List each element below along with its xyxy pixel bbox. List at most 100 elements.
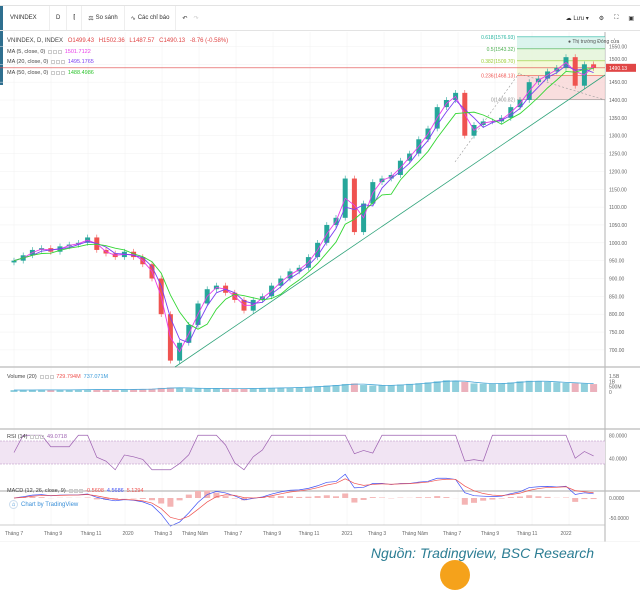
ma50-legend: MA (50, close, 0) 1488.4986: [7, 70, 97, 76]
macd-histogram-bar: [591, 498, 597, 499]
x-tick-label: 2022: [560, 531, 571, 537]
ma5-legend: MA (5, close, 0) 1501.7122: [7, 49, 94, 55]
tradingview-logo-icon: ⌂: [9, 500, 18, 509]
volume-bar: [397, 385, 404, 392]
fib-level-label: 0.382(1509.70): [481, 59, 515, 65]
volume-ma-line: [14, 381, 594, 390]
macd-signal-line: [14, 479, 594, 520]
x-tick-label: Tháng 11: [517, 531, 538, 537]
macd-histogram-bar: [167, 498, 173, 507]
fullscreen-icon[interactable]: ⛶: [614, 15, 618, 22]
macd-histogram-bar: [177, 498, 183, 500]
snapshot-icon[interactable]: ▣: [628, 15, 634, 22]
volume-bar: [176, 388, 183, 392]
macd-histogram-bar: [232, 498, 238, 499]
volume-bar: [379, 385, 386, 392]
macd-histogram-bar: [434, 496, 440, 498]
macd-tick-label: -50.0000: [609, 516, 629, 522]
macd-tick-label: 0.0000: [609, 496, 625, 502]
x-tick-label: Tháng 7: [5, 531, 24, 537]
moving-average-line: [14, 65, 594, 342]
macd-histogram-bar: [342, 493, 348, 498]
save-button[interactable]: ☁ Lưu ▾: [566, 15, 589, 22]
redo-icon[interactable]: ↷: [193, 15, 198, 22]
symbol-search[interactable]: VNINDEX: [0, 6, 50, 30]
macd-histogram-bar: [370, 497, 376, 498]
macd-histogram-bar: [508, 497, 514, 498]
y-tick-label: 1200.00: [609, 169, 627, 175]
macd-histogram-bar: [351, 498, 357, 503]
y-tick-label: 1050.00: [609, 223, 627, 229]
indicators-icon: ∿: [131, 15, 136, 22]
compare-button[interactable]: ⚖So sánh: [82, 6, 124, 30]
volume-bar: [195, 388, 202, 392]
x-tick-label: Tháng 9: [44, 531, 63, 537]
x-tick-label: Tháng 9: [263, 531, 282, 537]
volume-bar: [425, 382, 432, 392]
macd-histogram-bar: [186, 495, 192, 498]
y-tick-label: 1550.00: [609, 44, 627, 50]
y-tick-label: 850.00: [609, 294, 625, 300]
volume-bar: [213, 388, 220, 392]
volume-bar: [185, 388, 192, 392]
fib-level-label: 0(1400.82): [491, 98, 516, 104]
x-tick-label: Tháng 11: [299, 531, 320, 537]
interval-button[interactable]: D: [50, 6, 67, 30]
macd-histogram-bar: [443, 497, 449, 498]
main-legend: VNINDEX, D, INDEX O1499.43 H1502.36 L148…: [7, 38, 231, 44]
x-tick-label: Tháng 9: [481, 531, 500, 537]
undo-icon: ↶: [182, 15, 187, 22]
undo-button[interactable]: ↶↷: [176, 6, 204, 30]
volume-bar: [526, 381, 533, 392]
macd-histogram-bar: [462, 498, 468, 505]
volume-bar: [498, 383, 505, 392]
volume-bar: [369, 386, 376, 392]
volume-bar: [415, 383, 422, 392]
chart-type-button[interactable]: ⫿: [67, 6, 82, 30]
macd-histogram-bar: [39, 497, 45, 498]
macd-line: [14, 474, 594, 526]
tradingview-watermark[interactable]: ⌂Chart by TradingView: [9, 500, 78, 509]
settings-icon[interactable]: ⚙: [599, 15, 604, 22]
source-caption: Nguồn: Tradingview, BSC Research: [371, 545, 594, 561]
y-tick-label: 950.00: [609, 259, 625, 265]
indicators-button[interactable]: ∿Các chỉ báo: [125, 6, 177, 30]
fib-level-label: 0.618(1576.93): [481, 35, 515, 41]
rsi-tick-label: 80.0000: [609, 433, 627, 439]
y-tick-label: 700.00: [609, 348, 625, 354]
x-tick-label: Tháng 3: [368, 531, 387, 537]
volume-bar: [590, 384, 597, 392]
volume-bar: [480, 384, 487, 392]
macd-histogram-bar: [471, 498, 477, 503]
macd-histogram-bar: [526, 495, 532, 498]
market-status: ● Thị trường Đóng cửa: [568, 39, 622, 45]
y-tick-label: 800.00: [609, 312, 625, 318]
x-tick-label: Tháng 3: [154, 531, 173, 537]
macd-histogram-bar: [94, 498, 100, 499]
volume-bar: [222, 389, 229, 392]
y-tick-label: 1000.00: [609, 241, 627, 247]
y-tick-label: 1100.00: [609, 205, 627, 211]
macd-histogram-bar: [572, 498, 578, 502]
decorative-circle: [440, 560, 470, 590]
rsi-band: [0, 441, 605, 464]
x-tick-label: Tháng Năm: [402, 531, 428, 537]
y-tick-label: 1400.00: [609, 98, 627, 104]
y-tick-label: 750.00: [609, 330, 625, 336]
volume-bar: [581, 384, 588, 392]
x-tick-label: 2020: [122, 531, 133, 537]
y-tick-label: 1250.00: [609, 152, 627, 158]
volume-bar: [489, 384, 496, 392]
macd-histogram-bar: [379, 497, 385, 498]
volume-bar: [406, 384, 413, 392]
macd-histogram-bar: [545, 497, 551, 498]
volume-bar: [452, 381, 459, 392]
macd-histogram-bar: [305, 497, 311, 498]
y-tick-label: 1350.00: [609, 116, 627, 122]
price-chart[interactable]: 1550.001500.001450.001400.001350.001300.…: [0, 32, 640, 542]
volume-bar: [231, 389, 238, 392]
x-tick-label: Tháng 7: [224, 531, 243, 537]
moving-average-line: [14, 69, 594, 330]
volume-tick-label: 0: [609, 390, 612, 396]
y-tick-label: 900.00: [609, 277, 625, 283]
